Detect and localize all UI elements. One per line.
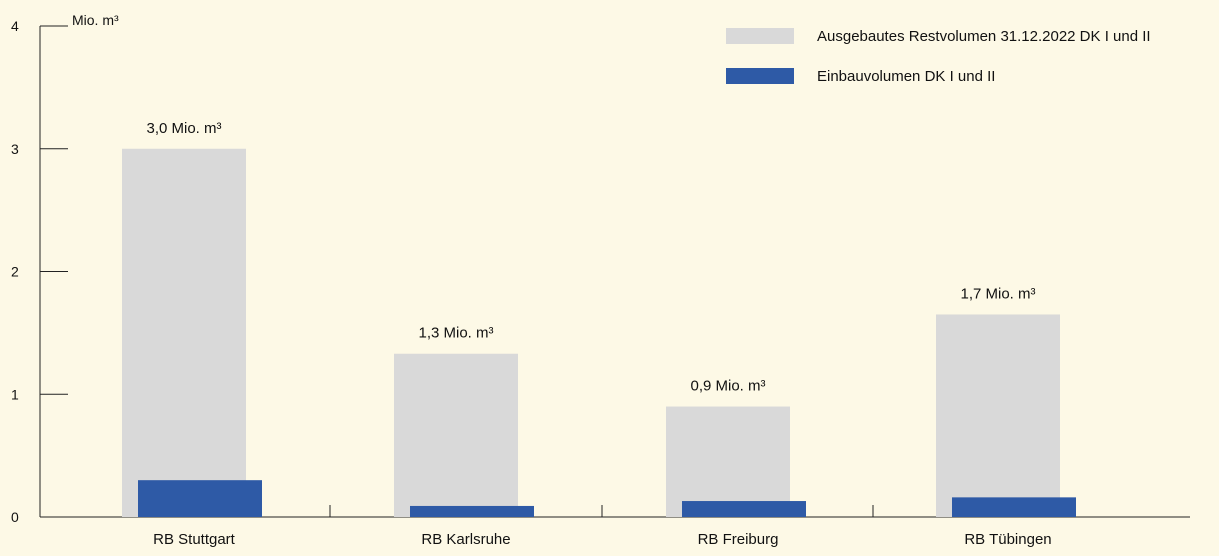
y-tick-label: 4 xyxy=(11,18,19,34)
legend-label: Einbauvolumen DK I und II xyxy=(817,68,995,85)
legend-swatch xyxy=(726,28,794,44)
data-label-restvolumen: 3,0 Mio. m³ xyxy=(146,120,221,137)
y-tick-label: 1 xyxy=(11,386,19,402)
category-label: RB Stuttgart xyxy=(153,531,236,548)
data-label-restvolumen: 0,9 Mio. m³ xyxy=(690,378,765,395)
category-label: RB Karlsruhe xyxy=(421,531,510,548)
y-tick-label: 0 xyxy=(11,509,19,525)
legend: Ausgebautes Restvolumen 31.12.2022 DK I … xyxy=(726,28,1151,85)
y-tick-label: 2 xyxy=(11,264,19,280)
bar-restvolumen xyxy=(666,406,790,517)
y-tick-label: 3 xyxy=(11,141,19,157)
bar-einbauvolumen xyxy=(410,505,534,517)
bar-einbauvolumen xyxy=(682,501,806,517)
bar-einbauvolumen xyxy=(952,497,1076,517)
bar-restvolumen xyxy=(122,148,246,517)
y-axis-unit-label: Mio. m³ xyxy=(72,12,119,28)
data-label-restvolumen: 1,3 Mio. m³ xyxy=(418,325,493,342)
bar-restvolumen xyxy=(936,314,1060,517)
data-label-restvolumen: 1,7 Mio. m³ xyxy=(960,285,1035,302)
legend-label: Ausgebautes Restvolumen 31.12.2022 DK I … xyxy=(817,28,1151,45)
category-label: RB Tübingen xyxy=(964,531,1051,548)
bar-restvolumen xyxy=(394,353,518,517)
category-label: RB Freiburg xyxy=(698,531,779,548)
bar-einbauvolumen xyxy=(138,480,262,517)
legend-swatch xyxy=(726,68,794,84)
